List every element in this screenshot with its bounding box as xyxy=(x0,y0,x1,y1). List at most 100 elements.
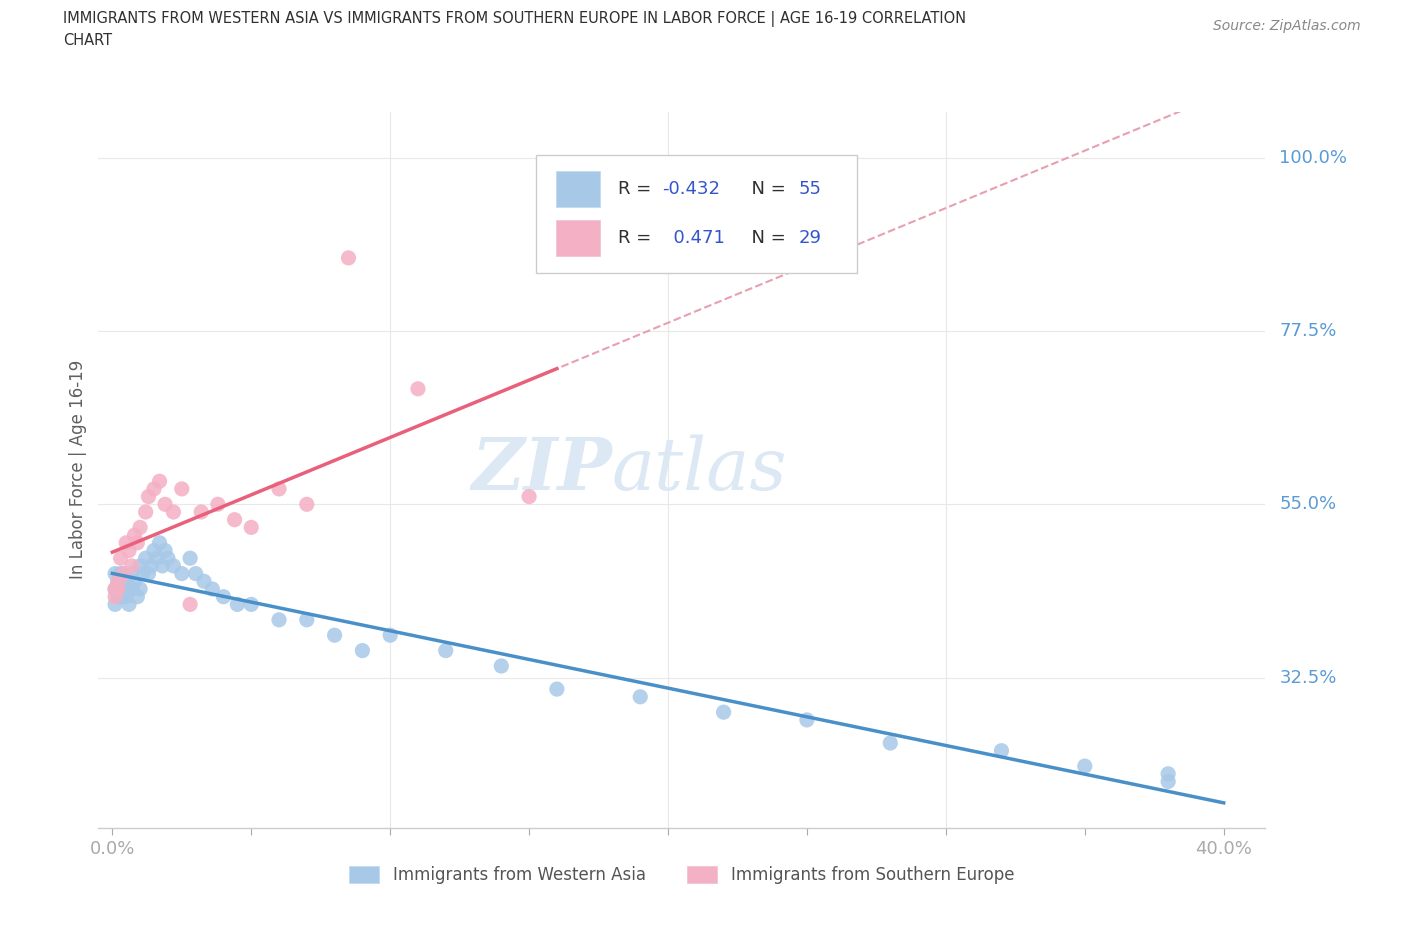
Point xyxy=(193,574,215,589)
Point xyxy=(323,628,346,643)
Point xyxy=(107,574,129,589)
Point xyxy=(143,543,166,558)
Text: 0.471: 0.471 xyxy=(662,229,725,247)
Point xyxy=(517,489,540,504)
Point xyxy=(295,497,318,512)
Text: CHART: CHART xyxy=(63,33,112,47)
Text: 100.0%: 100.0% xyxy=(1279,149,1347,166)
Point xyxy=(148,536,170,551)
Point xyxy=(141,558,163,573)
Point xyxy=(104,581,127,596)
Point xyxy=(156,551,179,565)
Legend: Immigrants from Western Asia, Immigrants from Southern Europe: Immigrants from Western Asia, Immigrants… xyxy=(343,859,1021,891)
Point xyxy=(112,581,135,596)
Point xyxy=(212,590,235,604)
Point xyxy=(201,581,224,596)
Point xyxy=(240,520,263,535)
Point xyxy=(990,743,1012,758)
Point xyxy=(104,566,127,581)
Point xyxy=(135,505,157,520)
Point xyxy=(121,581,143,596)
Point xyxy=(118,597,141,612)
Point xyxy=(170,566,193,581)
Point xyxy=(190,505,212,520)
Point xyxy=(148,473,170,488)
Point xyxy=(179,597,201,612)
Point xyxy=(546,682,568,697)
Point xyxy=(1157,774,1180,789)
FancyBboxPatch shape xyxy=(536,154,858,272)
Point xyxy=(224,512,246,527)
Point xyxy=(112,566,135,581)
Text: N =: N = xyxy=(741,180,792,198)
Point xyxy=(127,590,149,604)
Text: N =: N = xyxy=(741,229,792,247)
Bar xyxy=(555,220,600,256)
Point xyxy=(107,590,129,604)
Point xyxy=(879,736,901,751)
Point xyxy=(146,551,169,565)
Text: IMMIGRANTS FROM WESTERN ASIA VS IMMIGRANTS FROM SOUTHERN EUROPE IN LABOR FORCE |: IMMIGRANTS FROM WESTERN ASIA VS IMMIGRAN… xyxy=(63,11,966,27)
Point xyxy=(129,520,152,535)
Point xyxy=(153,497,176,512)
Point xyxy=(267,612,290,627)
Point xyxy=(796,712,818,727)
Text: atlas: atlas xyxy=(612,434,787,505)
Text: 77.5%: 77.5% xyxy=(1279,322,1337,340)
Point xyxy=(491,658,513,673)
Point xyxy=(135,551,157,565)
Point xyxy=(112,566,135,581)
Text: 55.0%: 55.0% xyxy=(1279,496,1337,513)
Point xyxy=(107,581,129,596)
Point xyxy=(118,543,141,558)
Point xyxy=(1074,759,1097,774)
Point xyxy=(184,566,207,581)
Point xyxy=(226,597,249,612)
Point xyxy=(628,689,651,704)
Point xyxy=(124,527,146,542)
Text: R =: R = xyxy=(617,180,657,198)
Point xyxy=(129,558,152,573)
Text: ZIP: ZIP xyxy=(471,434,612,505)
Text: Source: ZipAtlas.com: Source: ZipAtlas.com xyxy=(1213,19,1361,33)
Point xyxy=(434,644,457,658)
Y-axis label: In Labor Force | Age 16-19: In Labor Force | Age 16-19 xyxy=(69,360,87,579)
Point xyxy=(406,381,429,396)
Point xyxy=(143,482,166,497)
Point xyxy=(295,612,318,627)
Point xyxy=(110,590,132,604)
Point xyxy=(170,482,193,497)
Point xyxy=(380,628,402,643)
Point xyxy=(121,566,143,581)
Point xyxy=(127,536,149,551)
Point xyxy=(104,581,127,596)
Point xyxy=(267,482,290,497)
Point xyxy=(118,581,141,596)
Point xyxy=(138,489,160,504)
Point xyxy=(115,574,138,589)
Point xyxy=(110,551,132,565)
Text: 55: 55 xyxy=(799,180,821,198)
Point xyxy=(104,597,127,612)
Point xyxy=(352,644,374,658)
Point xyxy=(107,574,129,589)
Text: R =: R = xyxy=(617,229,657,247)
Point xyxy=(207,497,229,512)
Point xyxy=(162,505,184,520)
Point xyxy=(107,581,129,596)
Point xyxy=(240,597,263,612)
Text: 29: 29 xyxy=(799,229,821,247)
Point xyxy=(115,536,138,551)
Bar xyxy=(555,171,600,207)
Text: -0.432: -0.432 xyxy=(662,180,720,198)
Point xyxy=(150,558,173,573)
Point xyxy=(124,574,146,589)
Point xyxy=(121,558,143,573)
Point xyxy=(337,250,360,265)
Point xyxy=(138,566,160,581)
Point xyxy=(110,566,132,581)
Point xyxy=(132,566,155,581)
Point xyxy=(162,558,184,573)
Text: 32.5%: 32.5% xyxy=(1279,669,1337,686)
Point xyxy=(713,705,735,720)
